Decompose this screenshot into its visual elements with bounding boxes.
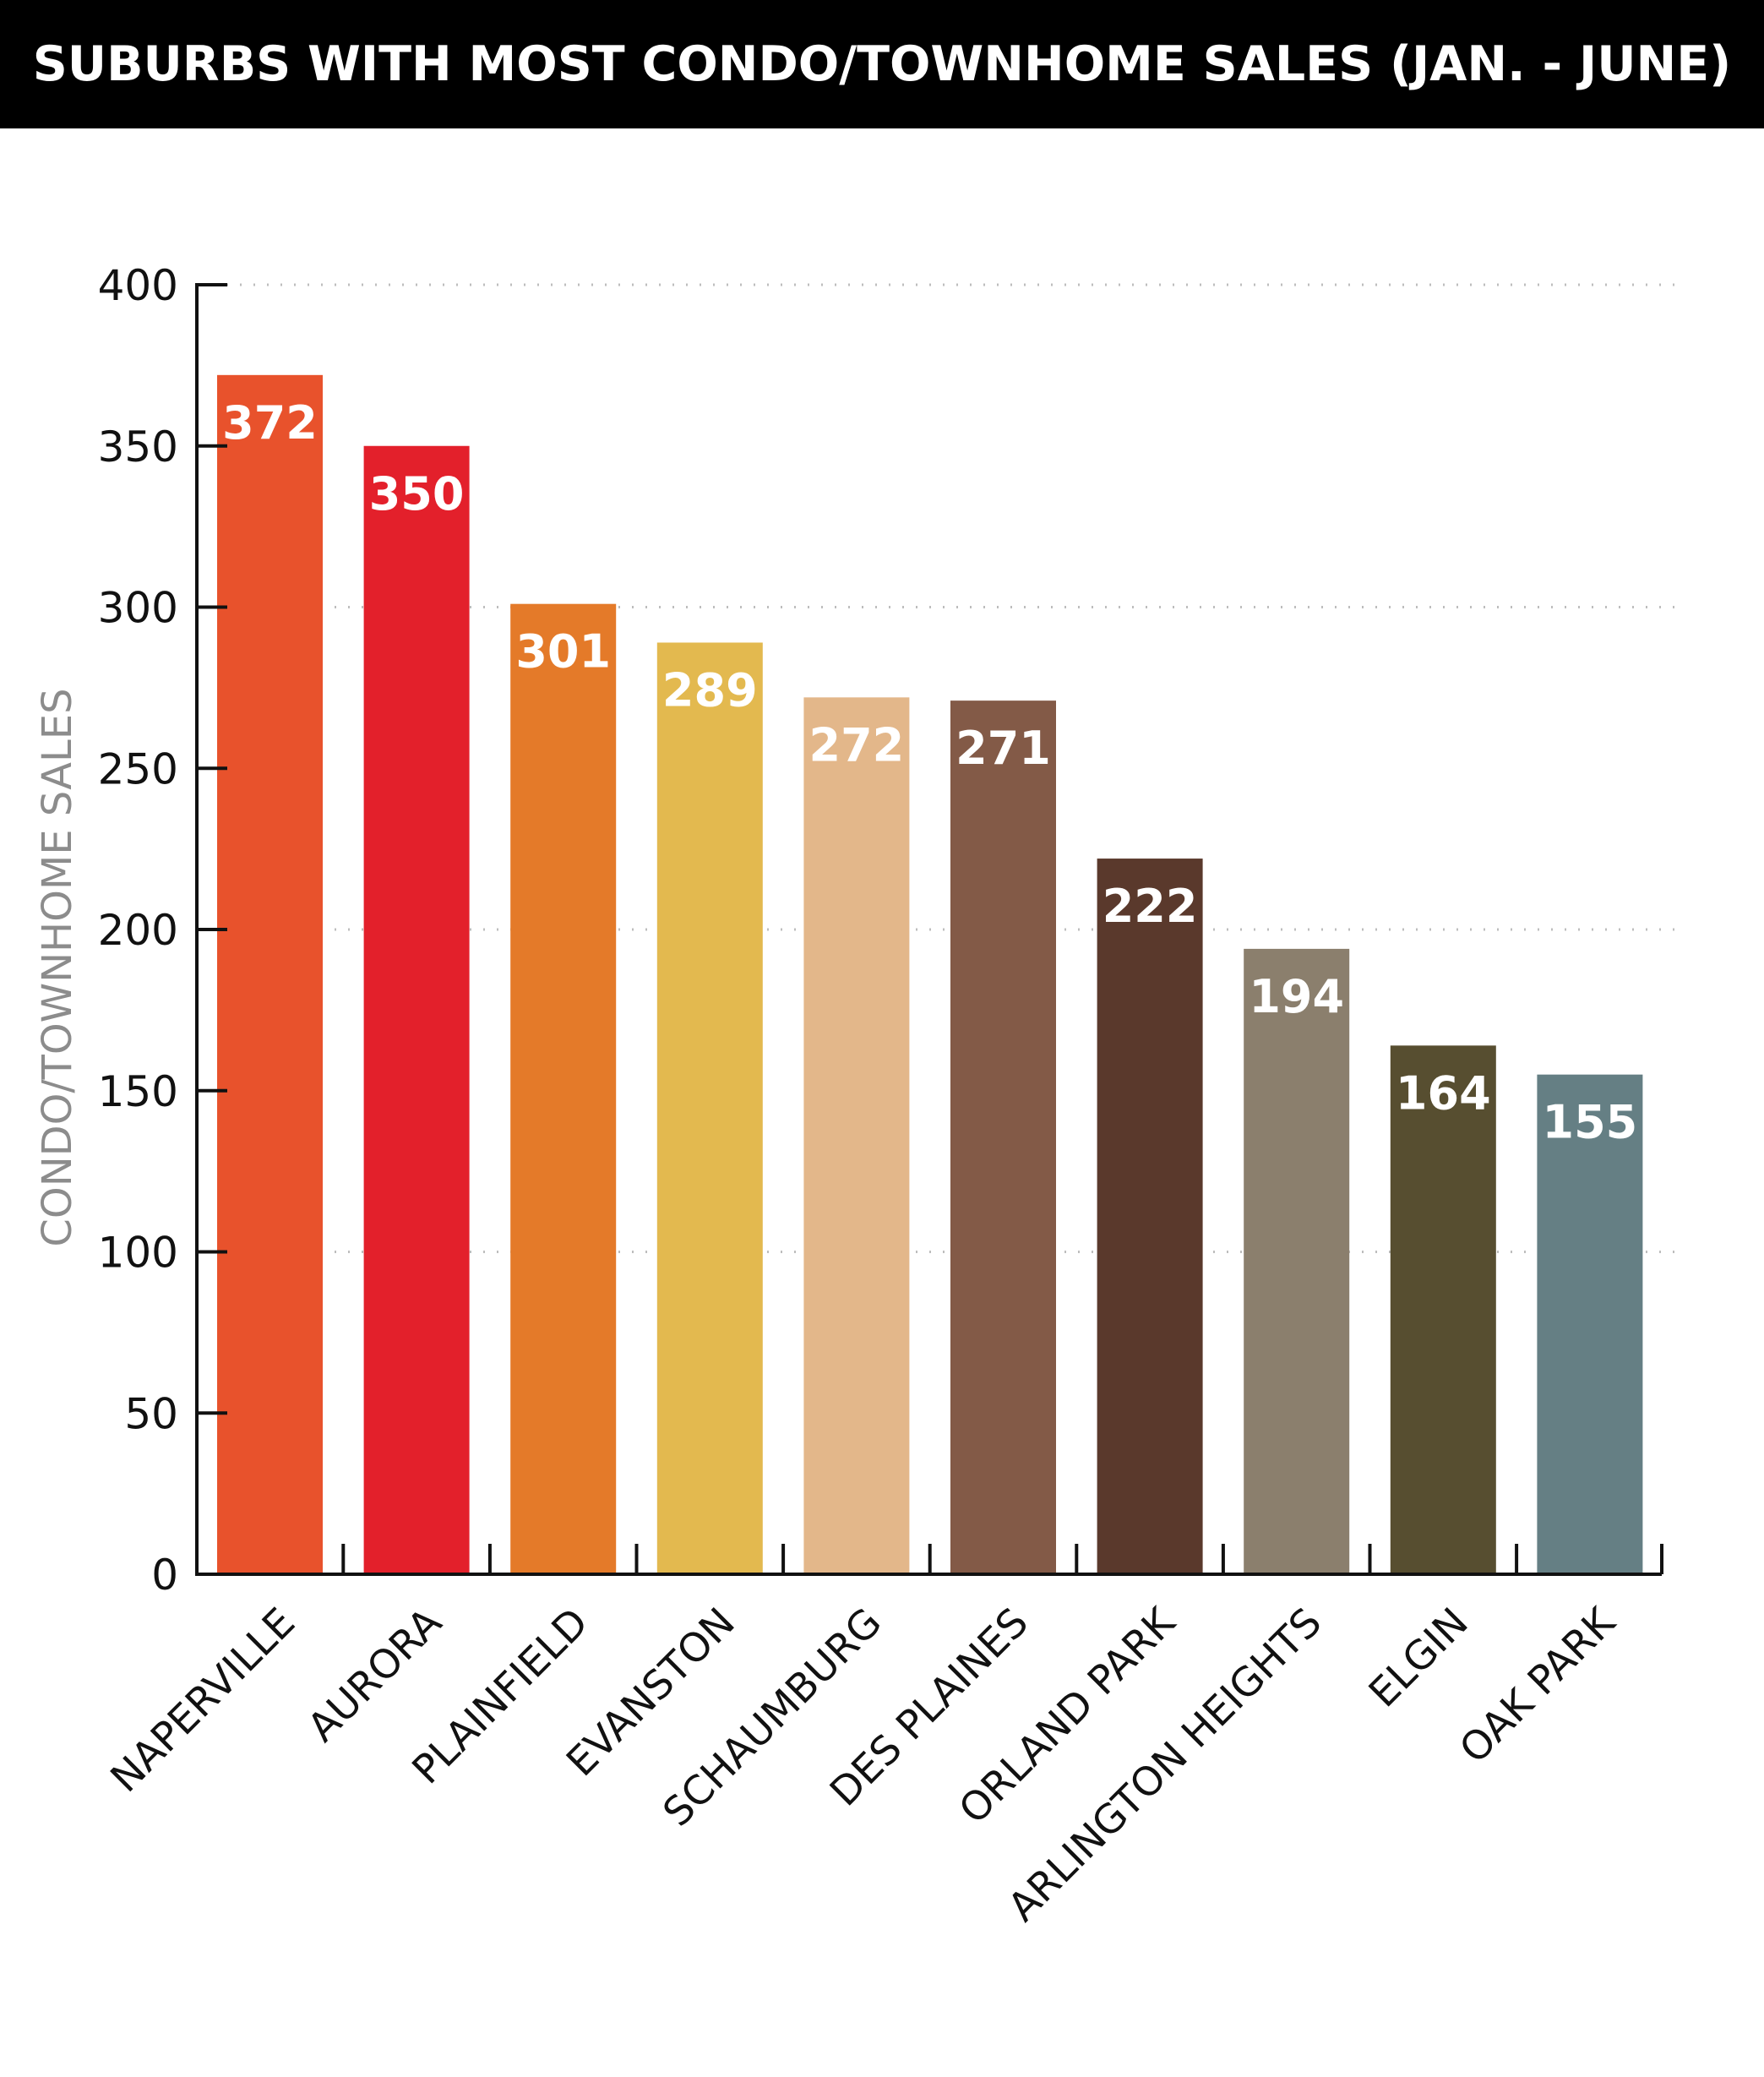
y-tick-label: 200 (98, 906, 178, 955)
data-label: 372 (222, 396, 318, 450)
data-label: 289 (662, 663, 758, 717)
y-tick-label: 350 (98, 422, 178, 472)
data-label: 155 (1543, 1096, 1638, 1149)
data-labels: 372 350 301 289 272 271 222 194 164 155 (222, 396, 1637, 1149)
y-tick-label: 100 (98, 1229, 178, 1278)
bars (217, 374, 1643, 1574)
data-label: 222 (1102, 880, 1198, 933)
y-tick-label: 0 (151, 1551, 178, 1600)
data-label: 164 (1396, 1066, 1491, 1120)
data-label: 271 (956, 722, 1051, 775)
bar-oak-park (1537, 1074, 1643, 1574)
chart-title: SUBURBS WITH MOST CONDO/TOWNHOME SALES (… (32, 36, 1732, 92)
bar-schaumburg (803, 697, 910, 1574)
y-tick-label: 150 (98, 1067, 178, 1116)
x-tick-label: AURORA (299, 1600, 451, 1752)
x-tick-labels: NAPERVILLEAURORAPLAINFIELDEVANSTONSCHAUM… (102, 1599, 1625, 1931)
y-tick-labels: 0 50 100 150 200 250 300 350 400 (98, 261, 178, 1600)
x-tick-label: OAK PARK (1451, 1599, 1625, 1773)
y-tick-label: 400 (98, 261, 178, 310)
y-axis-label: CONDO/TOWNHOME SALES (34, 688, 81, 1246)
bar-naperville (217, 374, 323, 1574)
axes (195, 283, 1663, 1576)
bar-elgin (1390, 1045, 1496, 1574)
x-tick-label: NAPERVILLE (102, 1600, 304, 1802)
bar-plainfield (510, 603, 617, 1574)
data-label: 194 (1249, 970, 1344, 1023)
bar-arlington-heights (1244, 948, 1350, 1574)
data-label: 350 (369, 467, 465, 521)
bar-orland-park (1097, 859, 1203, 1574)
bar-des-plaines (950, 701, 1056, 1574)
bar-aurora (363, 445, 470, 1574)
y-tick-label: 50 (124, 1389, 178, 1438)
bar-evanston (656, 642, 763, 1574)
title-bar: SUBURBS WITH MOST CONDO/TOWNHOME SALES (… (0, 0, 1764, 128)
data-label: 272 (809, 718, 905, 771)
y-tick-label: 300 (98, 584, 178, 633)
x-tick-label: ELGIN (1360, 1600, 1478, 1717)
y-tick-label: 250 (98, 744, 178, 793)
data-label: 301 (515, 625, 611, 679)
